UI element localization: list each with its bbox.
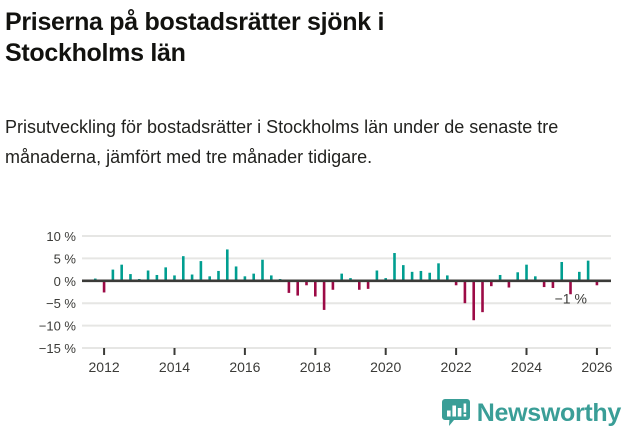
chart-bar bbox=[287, 280, 291, 293]
chart-bar bbox=[314, 280, 317, 297]
chart-bar bbox=[490, 280, 493, 287]
chart-bar bbox=[349, 278, 352, 281]
chart-bar bbox=[199, 261, 203, 281]
chart-bar bbox=[366, 280, 370, 289]
y-axis-tick-label: −15 % bbox=[39, 341, 77, 356]
chart-bar bbox=[437, 263, 440, 281]
chart-bar bbox=[155, 274, 159, 281]
annotation-value-label: −1 % bbox=[555, 290, 587, 306]
chart-bar bbox=[586, 260, 590, 281]
chart-bar bbox=[472, 280, 476, 321]
newsworthy-logo-text: Newsworthy bbox=[476, 399, 622, 427]
chart-bar bbox=[146, 270, 150, 281]
chart-gridlines bbox=[82, 235, 611, 349]
y-axis-tick-label: −10 % bbox=[39, 319, 77, 334]
chart-bar bbox=[269, 275, 273, 281]
x-axis-tick-label: 2014 bbox=[159, 359, 190, 375]
chart-bar bbox=[516, 272, 520, 281]
chart-bar bbox=[181, 256, 185, 281]
chart-bar bbox=[208, 276, 211, 281]
chart-bar bbox=[190, 274, 194, 281]
newsworthy-logo[interactable]: Newsworthy bbox=[441, 398, 622, 428]
chart-bar bbox=[393, 253, 396, 281]
chart-bar bbox=[234, 266, 238, 281]
chart-bar bbox=[569, 280, 572, 295]
chart-bar bbox=[243, 276, 247, 281]
chart-bar bbox=[296, 280, 299, 296]
chart-bar bbox=[428, 272, 432, 281]
chart-bar bbox=[578, 271, 581, 281]
footer: Newsworthy bbox=[0, 396, 631, 439]
chart-bar bbox=[173, 275, 176, 281]
chart-bar bbox=[525, 264, 528, 281]
page-title: Priserna på bostadsrätter sjönk i Stockh… bbox=[5, 8, 385, 67]
chart-bar bbox=[534, 276, 537, 281]
chart-x-axis: 2012 2014 2016 2018 2020 2022 2024 2026 bbox=[82, 347, 613, 375]
x-axis-tick-label: 2026 bbox=[581, 359, 612, 375]
chart-bar bbox=[111, 269, 115, 281]
chart-bar bbox=[542, 280, 546, 288]
x-axis-tick-label: 2012 bbox=[89, 359, 120, 375]
chart-bar bbox=[358, 280, 361, 290]
chart-bar bbox=[560, 261, 564, 281]
chart-bar bbox=[305, 280, 308, 286]
chart-annotation: −1 % bbox=[555, 290, 587, 306]
chart-bar bbox=[419, 270, 423, 281]
chart-bar bbox=[454, 280, 458, 286]
chart-bar bbox=[225, 249, 229, 281]
chart-bar bbox=[340, 273, 343, 281]
x-axis-tick-label: 2020 bbox=[370, 359, 401, 375]
y-axis-tick-label: −5 % bbox=[46, 296, 76, 311]
y-axis-tick-label: 10 % bbox=[46, 229, 76, 244]
x-axis-tick-label: 2016 bbox=[229, 359, 260, 375]
chart-bar bbox=[102, 280, 106, 293]
bar-chart: 10 %5 %0 %−5 %−10 %−15 % 2012 2014 2016 201… bbox=[39, 229, 613, 375]
chart-bar bbox=[446, 275, 449, 281]
chart-bar bbox=[261, 259, 264, 281]
y-axis-tick-label: 0 % bbox=[54, 274, 77, 289]
chart-bar bbox=[410, 271, 414, 281]
chart-bar bbox=[322, 280, 326, 310]
chart-bar bbox=[217, 270, 220, 281]
chart-bar bbox=[402, 265, 405, 281]
chart-y-axis: 10 % 5 % 0 % −5 % −10 % −15 % bbox=[39, 229, 77, 356]
page-subtitle: Prisutveckling för bostadsrätter i Stock… bbox=[5, 117, 559, 167]
chart-bar bbox=[595, 280, 599, 286]
x-axis-tick-label: 2022 bbox=[441, 359, 472, 375]
chart-bar bbox=[384, 278, 387, 281]
chart-bar bbox=[164, 267, 167, 281]
y-axis-tick-label: 5 % bbox=[54, 251, 77, 266]
chart-bar bbox=[551, 280, 555, 288]
chart-bar bbox=[129, 274, 132, 281]
chart-bar bbox=[375, 270, 379, 281]
bar-chart-speech-bubble-icon bbox=[441, 399, 470, 426]
x-axis-tick-label: 2018 bbox=[300, 359, 331, 375]
chart-bar bbox=[507, 280, 511, 288]
chart-bar bbox=[252, 273, 255, 281]
chart-bar bbox=[331, 280, 335, 290]
chart-bar bbox=[481, 280, 484, 313]
chart-bar bbox=[498, 274, 502, 281]
chart-container: 10 % 5 % 0 % −5 % −10 % −15 % 2012 2014 2016 201… bbox=[0, 222, 631, 382]
chart-bar bbox=[463, 280, 467, 304]
chart-bars bbox=[93, 249, 599, 321]
x-axis-tick-label: 2024 bbox=[511, 359, 542, 375]
chart-bar bbox=[120, 264, 123, 281]
